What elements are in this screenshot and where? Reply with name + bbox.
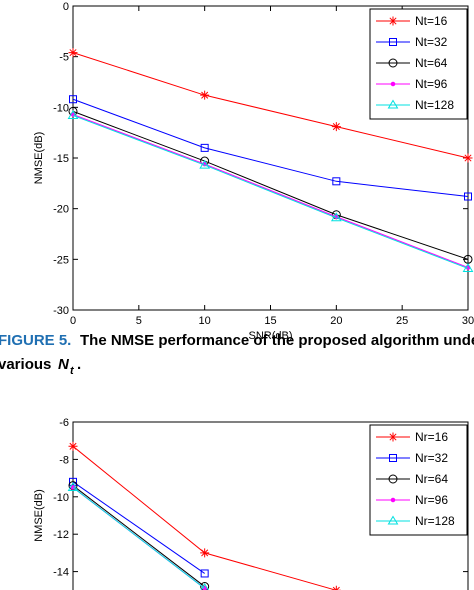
caption-label: FIGURE 5. <box>0 332 71 349</box>
y-tick-label: -6 <box>59 417 69 429</box>
x-tick-label: 25 <box>396 315 408 327</box>
series-line <box>72 113 469 268</box>
series-line <box>72 98 469 198</box>
marker <box>464 192 472 201</box>
marker <box>68 48 78 58</box>
legend-label: Nr=16 <box>415 430 448 444</box>
caption-subscript: t <box>70 365 75 377</box>
x-tick-label: 10 <box>199 315 211 327</box>
x-tick-label: 5 <box>136 315 142 327</box>
y-tick-label: -10 <box>53 102 69 114</box>
caption-text: The NMSE performance of the proposed alg… <box>80 332 474 349</box>
marker <box>200 582 209 590</box>
marker <box>200 548 210 558</box>
series-line <box>72 52 469 159</box>
marker <box>67 109 79 119</box>
legend-label: Nr=32 <box>415 451 448 465</box>
y-tick-label: -20 <box>53 204 69 216</box>
series-line <box>72 110 469 260</box>
series-line <box>72 114 469 269</box>
y-tick-label: -25 <box>53 254 69 266</box>
legend-marker <box>389 454 397 462</box>
x-tick-label: 20 <box>330 315 342 327</box>
marker <box>200 569 209 578</box>
marker <box>68 441 78 451</box>
legend-label: Nr=64 <box>415 472 448 486</box>
legend-label: Nr=96 <box>415 493 448 507</box>
legend-marker <box>387 99 399 109</box>
legend-label: Nr=128 <box>415 514 455 528</box>
y-tick-label: -10 <box>53 492 69 504</box>
legend-marker <box>388 432 398 442</box>
y-tick-label: -14 <box>53 567 69 579</box>
marker <box>67 481 79 491</box>
y-axis-label: NMSE(dB) <box>33 132 45 185</box>
plot-frame <box>72 421 469 590</box>
legend-marker <box>388 16 398 26</box>
marker <box>332 177 341 186</box>
marker <box>200 90 210 100</box>
legend-box <box>369 424 468 536</box>
marker <box>462 262 474 272</box>
y-tick-label: -12 <box>53 529 69 541</box>
y-tick-label: -5 <box>59 52 69 64</box>
x-axis-label: SNR(dB) <box>248 330 292 342</box>
legend-label: Nt=128 <box>415 98 454 112</box>
legend-label: Nt=96 <box>415 77 448 91</box>
marker <box>331 122 341 132</box>
y-tick-label: -30 <box>53 305 69 317</box>
marker <box>69 95 77 104</box>
legend-label: Nt=32 <box>415 35 448 49</box>
marker <box>330 212 342 222</box>
legend-box <box>369 8 468 120</box>
series-line <box>72 481 205 574</box>
caption-end: . <box>77 356 81 373</box>
legend-marker <box>387 515 399 525</box>
y-tick-label: -8 <box>59 454 69 466</box>
legend-label: Nt=16 <box>415 14 448 28</box>
caption-text: various <box>0 356 51 373</box>
series-line <box>72 485 205 587</box>
marker <box>200 582 210 590</box>
caption-symbol: N <box>58 356 70 373</box>
x-tick-label: 30 <box>462 315 474 327</box>
y-tick-label: 0 <box>63 1 69 13</box>
marker <box>463 153 473 163</box>
x-tick-label: 15 <box>264 315 276 327</box>
y-axis-label: NMSE(dB) <box>33 489 45 542</box>
x-tick-label: 0 <box>70 315 76 327</box>
series-line <box>72 487 205 589</box>
legend-label: Nt=64 <box>415 56 448 70</box>
legend-marker <box>389 38 397 46</box>
legend-marker <box>390 497 396 503</box>
legend-marker <box>388 58 398 68</box>
marker <box>200 143 209 152</box>
legend-marker <box>388 474 398 484</box>
y-tick-label: -15 <box>53 153 69 165</box>
legend-marker <box>390 81 396 87</box>
marker <box>199 159 211 169</box>
